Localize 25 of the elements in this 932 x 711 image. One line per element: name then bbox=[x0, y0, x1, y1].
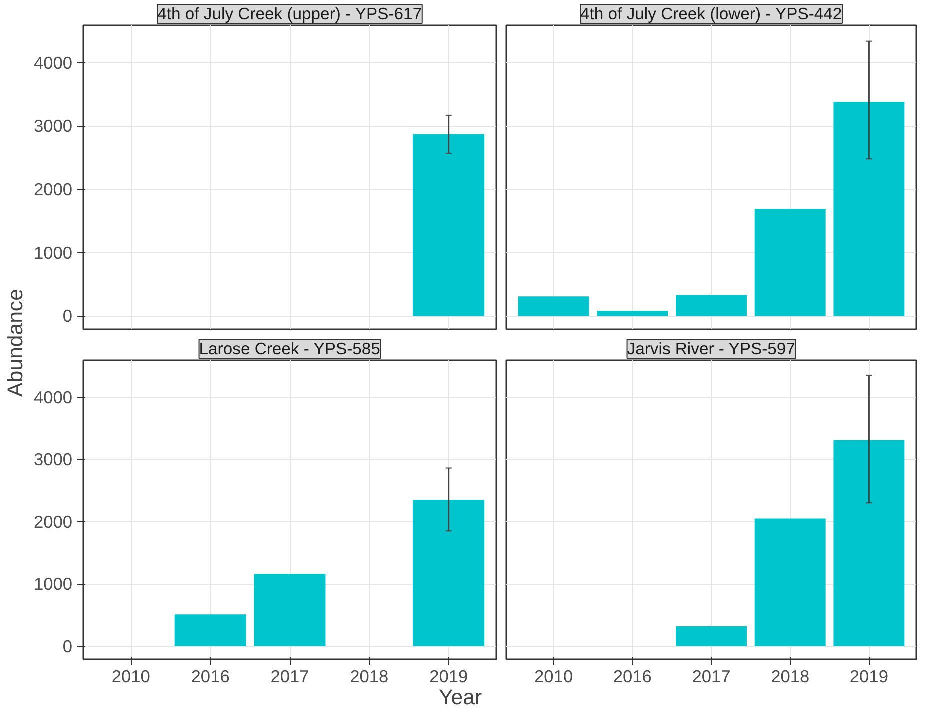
x-tick-label: 2016 bbox=[613, 666, 652, 686]
x-axis-title: Year bbox=[438, 686, 482, 710]
x-tick-label: 2016 bbox=[191, 666, 230, 686]
y-tick-label: 4000 bbox=[34, 387, 73, 408]
y-tick-label: 2000 bbox=[34, 512, 73, 532]
y-tick-label: 3000 bbox=[34, 116, 73, 136]
x-tick-label: 2019 bbox=[430, 666, 468, 686]
x-tick-label: 2018 bbox=[771, 666, 810, 686]
x-tick-label: 2010 bbox=[534, 666, 574, 686]
chart-title: Larose Creek - YPS-585 bbox=[199, 340, 380, 358]
chart-title: Jarvis River - YPS-597 bbox=[627, 340, 796, 358]
y-tick-label: 1000 bbox=[34, 242, 73, 263]
y-tick-label: 2000 bbox=[34, 180, 73, 200]
x-tick-label: 2017 bbox=[692, 666, 731, 686]
y-tick-label: 0 bbox=[62, 636, 73, 656]
chart-title: 4th of July Creek (upper) - YPS-617 bbox=[158, 4, 422, 24]
x-tick-label: 2017 bbox=[270, 666, 310, 686]
x-tick-label: 2010 bbox=[112, 666, 150, 686]
y-axis-title: Abundance bbox=[4, 289, 28, 397]
y-tick-label: 0 bbox=[62, 306, 73, 326]
y-tick-label: 4000 bbox=[34, 52, 73, 73]
y-tick-label: 3000 bbox=[34, 450, 73, 470]
y-tick-label: 1000 bbox=[34, 574, 73, 594]
x-tick-label: 2018 bbox=[350, 666, 389, 686]
x-tick-label: 2019 bbox=[850, 666, 888, 686]
